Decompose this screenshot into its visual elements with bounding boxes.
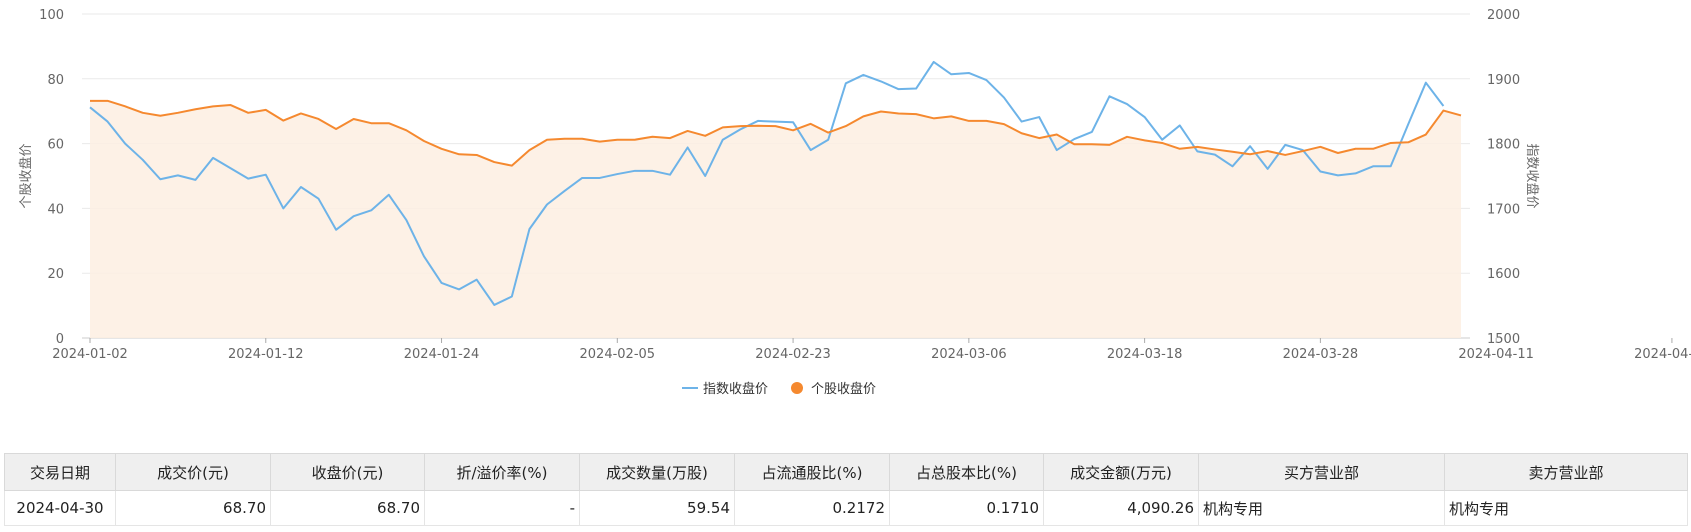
price-line-chart: 0 20 40 60 80 100 1500 1600 1700 1800 1900 2000 个股收盘…	[18, 8, 1691, 397]
x-tick-label: 2024-02-05	[580, 347, 656, 362]
header-total-ratio: 占总股本比(%)	[889, 453, 1044, 491]
cell-deal-volume: 59.54	[579, 490, 735, 526]
right-tick-label: 1700	[1487, 202, 1520, 217]
right-tick-label: 2000	[1487, 8, 1520, 23]
cell-total-ratio: 0.1710	[889, 490, 1044, 526]
cell-premium-rate: -	[424, 490, 580, 526]
x-tick-label: 2024-04-11	[1458, 347, 1534, 362]
legend-label-stock: 个股收盘价	[811, 381, 876, 397]
header-seller: 卖方营业部	[1444, 453, 1688, 491]
cell-deal-amount: 4,090.26	[1043, 490, 1199, 526]
left-tick-label: 60	[47, 138, 64, 153]
stock-close-line	[90, 99, 1462, 167]
x-tick-label: 2024-01-12	[228, 347, 304, 362]
right-tick-label: 1600	[1487, 267, 1520, 282]
right-tick-label: 1900	[1487, 73, 1520, 88]
right-tick-label: 1800	[1487, 138, 1520, 153]
cell-float-ratio: 0.2172	[734, 490, 890, 526]
table-row: 2024-04-30 68.70 68.70 - 59.54 0.2172 0.…	[4, 490, 1688, 526]
left-tick-label: 20	[47, 267, 64, 282]
cell-deal-price: 68.70	[115, 490, 271, 526]
right-tick-label: 1500	[1487, 332, 1520, 347]
left-tick-label: 40	[47, 202, 64, 217]
header-deal-volume: 成交数量(万股)	[579, 453, 735, 491]
legend-dot-icon	[791, 382, 803, 394]
index-close-line	[89, 60, 1445, 306]
cell-close-price: 68.70	[270, 490, 425, 526]
x-tick-label: 2024-03-06	[931, 347, 1007, 362]
cell-trade-date: 2024-04-30	[4, 490, 116, 526]
header-deal-amount: 成交金额(万元)	[1043, 453, 1199, 491]
legend-label-index: 指数收盘价	[703, 381, 768, 397]
left-axis-title: 个股收盘价	[18, 143, 34, 208]
left-tick-label: 80	[47, 73, 64, 88]
x-tick-label: 2024-02-23	[755, 347, 831, 362]
block-trade-table: 交易日期 成交价(元) 收盘价(元) 折/溢价率(%) 成交数量(万股) 占流通…	[4, 453, 1688, 526]
header-deal-price: 成交价(元)	[115, 453, 271, 491]
cell-seller: 机构专用	[1444, 490, 1688, 526]
chart-container: 0 20 40 60 80 100 1500 1600 1700 1800 1900 2000 个股收盘…	[18, 8, 1691, 397]
header-premium-rate: 折/溢价率(%)	[424, 453, 580, 491]
header-float-ratio: 占流通股比(%)	[734, 453, 890, 491]
header-close-price: 收盘价(元)	[270, 453, 425, 491]
x-tick-label: 2024-03-18	[1107, 347, 1183, 362]
stock-area-fill	[90, 100, 1461, 338]
left-tick-label: 0	[56, 332, 64, 347]
x-tick-label: 2024-04-23	[1634, 347, 1691, 362]
x-tick-label: 2024-01-02	[52, 347, 128, 362]
header-trade-date: 交易日期	[4, 453, 116, 491]
table-header-row: 交易日期 成交价(元) 收盘价(元) 折/溢价率(%) 成交数量(万股) 占流通…	[4, 453, 1688, 491]
x-tick-label: 2024-01-24	[404, 347, 480, 362]
cell-buyer: 机构专用	[1198, 490, 1445, 526]
x-tick-label: 2024-03-28	[1283, 347, 1359, 362]
header-buyer: 买方营业部	[1198, 453, 1445, 491]
left-tick-label: 100	[39, 8, 64, 23]
right-axis-title: 指数收盘价	[1524, 143, 1540, 208]
